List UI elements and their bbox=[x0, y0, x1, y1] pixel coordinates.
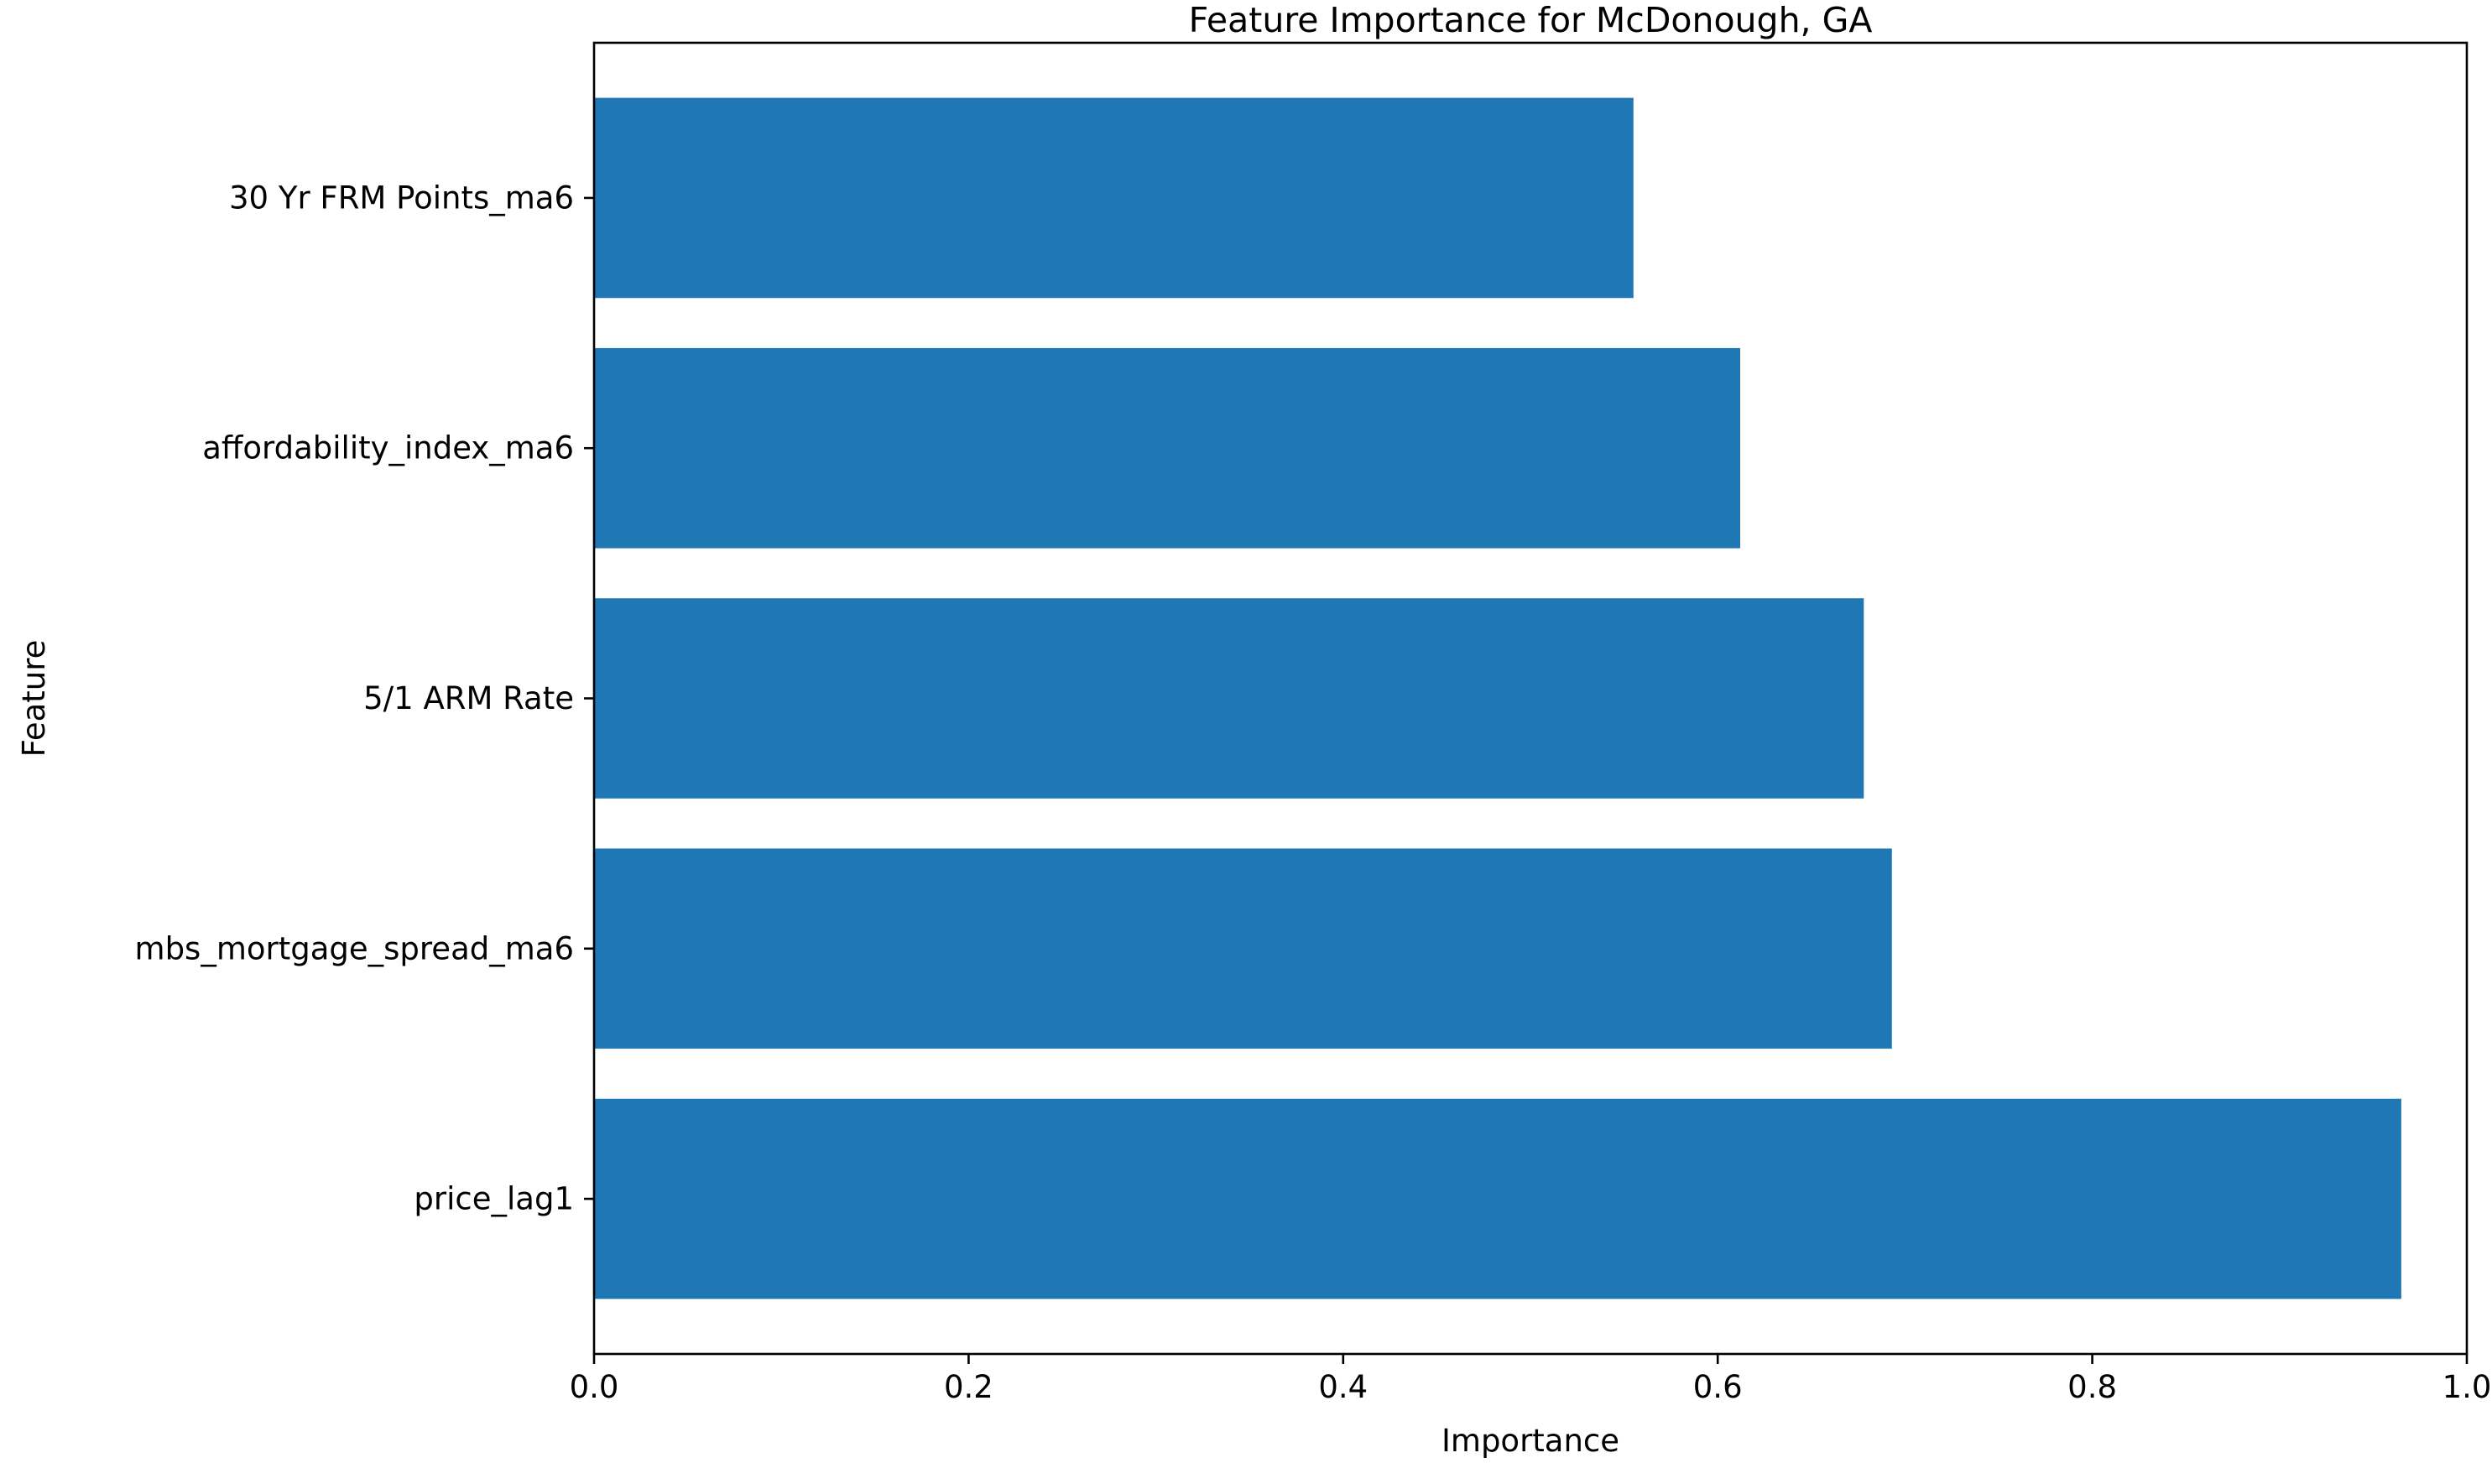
x-tick-label: 0.6 bbox=[1693, 1369, 1743, 1405]
chart-title: Feature Importance for McDonough, GA bbox=[1189, 0, 1873, 40]
y-tick-label: 30 Yr FRM Points_ma6 bbox=[229, 180, 574, 216]
y-tick-label: mbs_mortgage_spread_ma6 bbox=[135, 930, 574, 966]
y-tick-label: price_lag1 bbox=[414, 1181, 574, 1217]
bars-group bbox=[594, 97, 2401, 1299]
x-tick-label: 0.4 bbox=[1318, 1369, 1368, 1405]
bar bbox=[594, 848, 1892, 1049]
x-tick-label: 0.2 bbox=[944, 1369, 993, 1405]
x-tick-label: 0.8 bbox=[2067, 1369, 2117, 1405]
y-tick-label: affordability_index_ma6 bbox=[202, 430, 574, 466]
x-axis-ticks: 0.0 0.2 0.4 0.6 0.8 1.0 bbox=[570, 1354, 2492, 1405]
y-tick-label: 5/1 ARM Rate bbox=[363, 680, 574, 716]
bar bbox=[594, 598, 1864, 799]
y-axis-label: Feature bbox=[16, 640, 52, 758]
bar bbox=[594, 1098, 2401, 1299]
plot-frame bbox=[592, 41, 2469, 1356]
x-tick-label: 0.0 bbox=[570, 1369, 619, 1405]
y-axis-ticks: price_lag1 mbs_mortgage_spread_ma6 5/1 ARM… bbox=[135, 180, 594, 1217]
x-tick-label: 1.0 bbox=[2442, 1369, 2492, 1405]
bar bbox=[594, 97, 1634, 299]
x-axis-label: Importance bbox=[1442, 1423, 1619, 1459]
bar bbox=[594, 347, 1740, 549]
